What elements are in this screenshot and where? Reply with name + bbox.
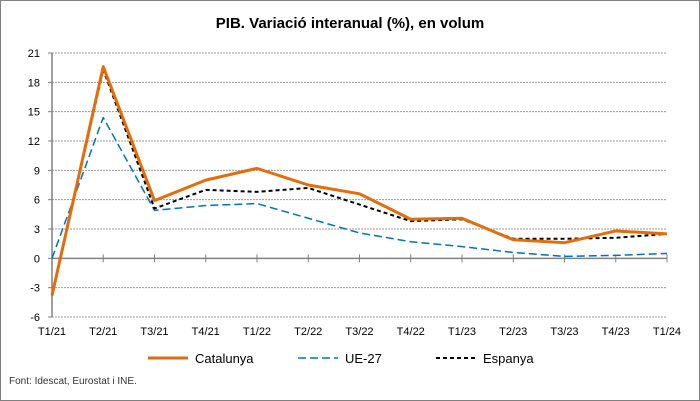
x-tick-label: T1/23 [448, 326, 476, 338]
x-tick-label: T3/22 [345, 326, 373, 338]
x-tick-label: T4/21 [192, 326, 220, 338]
x-tick-label: T2/22 [294, 326, 322, 338]
y-tick-label: 9 [34, 165, 40, 177]
y-tick-label: 12 [28, 136, 40, 148]
legend-label: UE-27 [345, 351, 382, 366]
x-tick-label: T3/23 [550, 326, 578, 338]
x-tick-label: T1/22 [243, 326, 271, 338]
x-tick-label: T2/21 [89, 326, 117, 338]
y-tick-label: 3 [34, 224, 40, 236]
y-tick-label: 0 [34, 253, 40, 265]
x-tick-label: T2/23 [499, 326, 527, 338]
y-tick-label: -6 [30, 312, 40, 324]
legend-label: Espanya [483, 351, 534, 366]
y-tick-label: 6 [34, 195, 40, 207]
source-note: Font: Idescat, Eurostat i INE. [9, 376, 137, 387]
y-tick-label: -3 [30, 283, 40, 295]
x-tick-label: T1/24 [653, 326, 681, 338]
chart-title: PIB. Variació interanual (%), en volum [216, 15, 484, 32]
y-tick-label: 15 [28, 107, 40, 119]
series-line-ue-27 [51, 116, 668, 259]
x-tick-label: T4/23 [602, 326, 630, 338]
series-line-catalunya [50, 65, 668, 296]
line-chart: PIB. Variació interanual (%), en volum 2… [28, 15, 681, 366]
x-tick-label: T3/21 [140, 326, 168, 338]
x-tick-label: T1/21 [38, 326, 66, 338]
series-line-espanya [51, 68, 668, 296]
y-tick-label: 21 [28, 48, 40, 60]
x-tick-label: T4/22 [397, 326, 425, 338]
legend-label: Catalunya [195, 351, 254, 366]
y-tick-label: 18 [28, 77, 40, 89]
